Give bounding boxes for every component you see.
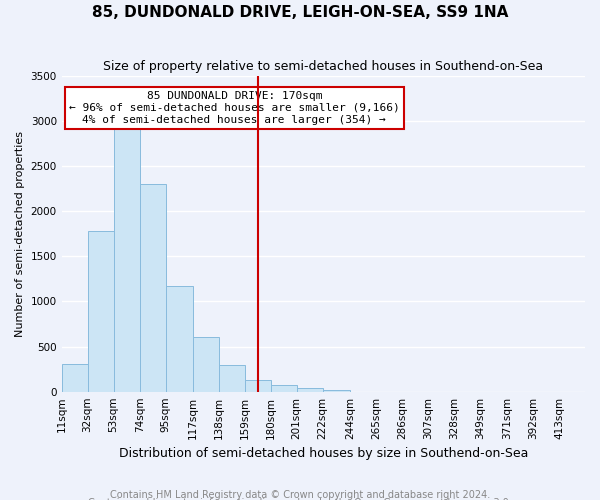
Bar: [245, 380, 271, 392]
Y-axis label: Number of semi-detached properties: Number of semi-detached properties: [15, 130, 25, 336]
Bar: [297, 388, 323, 392]
Bar: [323, 390, 350, 392]
Bar: [166, 286, 193, 392]
Title: Size of property relative to semi-detached houses in Southend-on-Sea: Size of property relative to semi-detach…: [103, 60, 544, 73]
Bar: [62, 364, 88, 392]
Bar: [113, 128, 140, 392]
Bar: [88, 232, 113, 392]
Bar: [140, 184, 166, 392]
Text: 85 DUNDONALD DRIVE: 170sqm
← 96% of semi-detached houses are smaller (9,166)
4% : 85 DUNDONALD DRIVE: 170sqm ← 96% of semi…: [69, 92, 400, 124]
Bar: [271, 385, 297, 392]
Text: Contains public sector information licensed under the Open Government Licence v3: Contains public sector information licen…: [88, 498, 512, 500]
Text: 85, DUNDONALD DRIVE, LEIGH-ON-SEA, SS9 1NA: 85, DUNDONALD DRIVE, LEIGH-ON-SEA, SS9 1…: [92, 5, 508, 20]
Text: Contains HM Land Registry data © Crown copyright and database right 2024.: Contains HM Land Registry data © Crown c…: [110, 490, 490, 500]
Bar: [219, 366, 245, 392]
X-axis label: Distribution of semi-detached houses by size in Southend-on-Sea: Distribution of semi-detached houses by …: [119, 447, 528, 460]
Bar: [193, 338, 219, 392]
